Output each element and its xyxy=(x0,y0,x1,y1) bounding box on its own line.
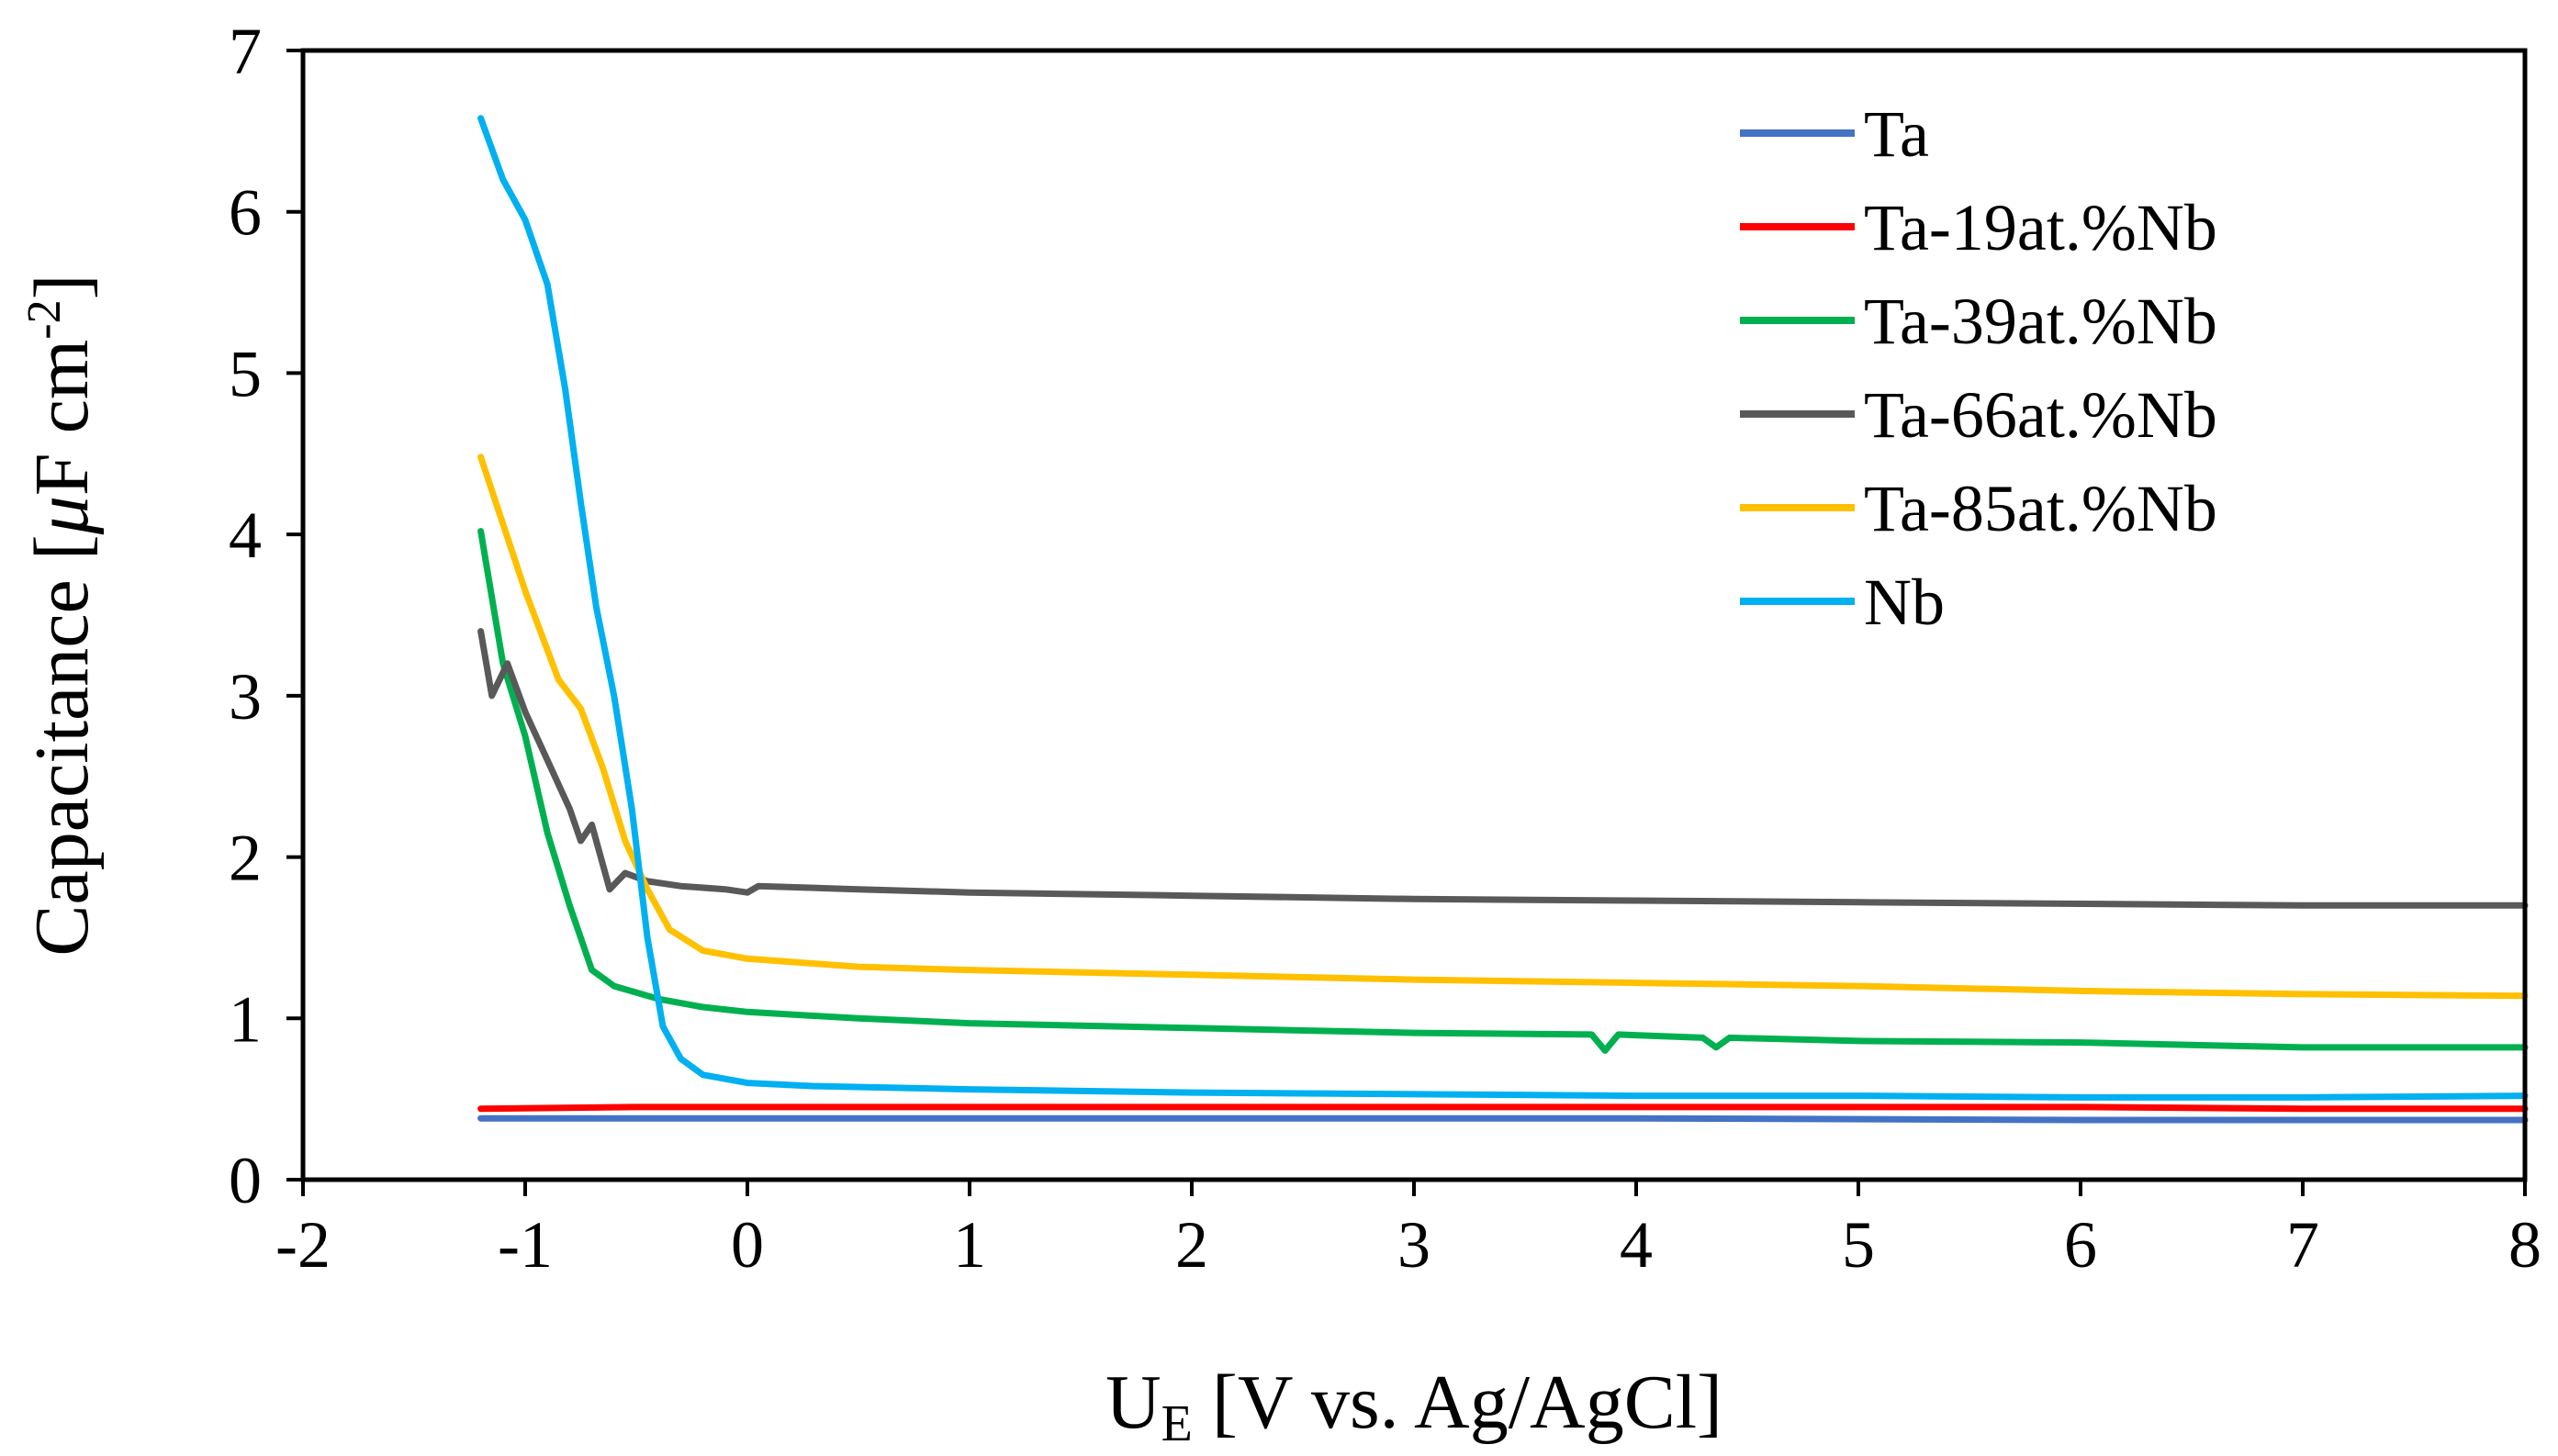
legend-label: Ta-85at.%Nb xyxy=(1864,472,2217,545)
y-tick-label: 4 xyxy=(229,498,262,572)
legend-label: Nb xyxy=(1864,566,1945,639)
y-axis-title-mu: μ xyxy=(19,496,105,535)
x-tick-label: 8 xyxy=(2508,1208,2541,1282)
y-tick-label: 6 xyxy=(229,176,262,250)
series-line-ta-66at-nb xyxy=(477,628,2529,909)
y-axis-title-end: ] xyxy=(19,274,105,299)
x-tick-label: 3 xyxy=(1397,1208,1430,1282)
series-line-ta-39at-nb xyxy=(477,528,2529,1054)
series-line-nb xyxy=(477,115,2529,1101)
legend-label: Ta xyxy=(1864,97,1929,171)
series-line-ta xyxy=(477,1114,2529,1124)
x-tick-label: -1 xyxy=(498,1208,553,1282)
x-tick-label: 2 xyxy=(1175,1208,1208,1282)
x-axis-title-sub: E xyxy=(1161,1395,1193,1452)
y-tick-label: 3 xyxy=(229,660,262,734)
y-tick-label: 2 xyxy=(229,822,262,895)
series-lines xyxy=(477,115,2529,1124)
x-tick-label: 7 xyxy=(2286,1208,2319,1282)
y-axis-title-unit: F cm xyxy=(19,340,105,496)
y-axis-title-sup: -2 xyxy=(18,299,71,339)
x-tick-label: 0 xyxy=(731,1208,764,1282)
plot-frame xyxy=(300,48,2528,1182)
y-axis-title: Capacitance [μF cm-2] xyxy=(18,274,105,956)
x-tick-label: 4 xyxy=(1620,1208,1653,1282)
x-tick-label: -2 xyxy=(275,1208,331,1282)
x-axis-title-rest: [V vs. Ag/AgCl] xyxy=(1193,1360,1722,1445)
x-axis-title-main: U xyxy=(1105,1360,1161,1445)
legend-label: Ta-66at.%Nb xyxy=(1864,378,2217,452)
axis-ticks xyxy=(286,49,2527,1196)
series-line-ta-19at-nb xyxy=(477,1103,2529,1113)
y-tick-label: 7 xyxy=(229,15,262,88)
y-tick-label: 0 xyxy=(229,1144,262,1217)
y-axis-title-main: Capacitance [ xyxy=(19,534,105,956)
x-tick-label: 1 xyxy=(953,1208,986,1282)
x-tick-label: 5 xyxy=(1842,1208,1875,1282)
x-tick-label: 6 xyxy=(2064,1208,2097,1282)
series-line-ta-85at-nb xyxy=(477,454,2529,1000)
y-tick-label: 1 xyxy=(229,982,262,1056)
legend-label: Ta-39at.%Nb xyxy=(1864,285,2217,358)
x-axis-title: UE [V vs. Ag/AgCl] xyxy=(1105,1360,1722,1452)
legend: Ta Ta-19at.%Nb Ta-39at.%Nb Ta-66at.%Nb Ta-85… xyxy=(1740,97,2217,639)
y-tick-label: 5 xyxy=(229,337,262,410)
y-tick-labels: 0 1 2 3 4 5 6 7 xyxy=(229,15,262,1217)
x-tick-labels: -2 -1 0 1 2 3 4 5 6 7 8 xyxy=(275,1208,2541,1282)
legend-label: Ta-19at.%Nb xyxy=(1864,191,2217,264)
